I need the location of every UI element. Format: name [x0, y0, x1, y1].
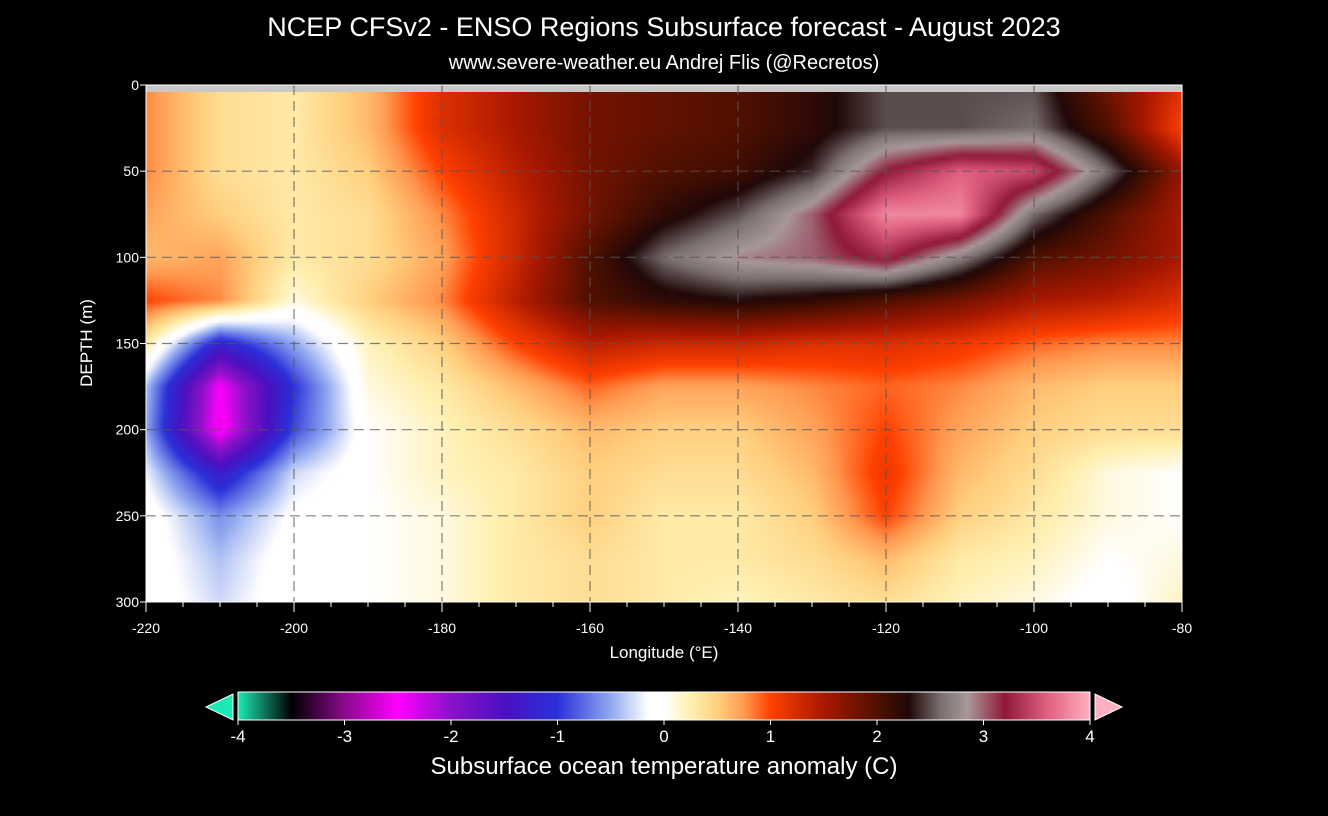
- y-tick-label: 250: [116, 508, 140, 524]
- y-tick-label: 100: [116, 249, 140, 265]
- x-tick-label: -180: [428, 620, 456, 636]
- colorbar-tick-label: -2: [443, 727, 458, 746]
- colorbar-tick-label: -4: [230, 727, 245, 746]
- colorbar-tick-label: 0: [659, 727, 668, 746]
- y-axis: 0 50 100 150 200 250 300: [116, 77, 146, 610]
- y-tick-label: 0: [131, 77, 139, 93]
- chart-title: NCEP CFSv2 - ENSO Regions Subsurface for…: [267, 12, 1061, 42]
- x-tick-label: -100: [1020, 620, 1048, 636]
- colorbar-extend-max-arrow: [1094, 693, 1124, 721]
- x-axis-label: Longitude (°E): [610, 643, 719, 662]
- chart-subtitle: www.severe-weather.eu Andrej Flis (@Recr…: [448, 52, 880, 74]
- x-tick-label: -200: [280, 620, 308, 636]
- colorbar-tick-label: 1: [766, 727, 775, 746]
- x-tick-label: -160: [576, 620, 604, 636]
- x-axis: -220 -200 -180 -160 -140 -120 -100 -80: [132, 602, 1192, 636]
- x-tick-label: -140: [724, 620, 752, 636]
- colorbar-tick-label: 2: [872, 727, 881, 746]
- grid-lines: [146, 85, 1182, 602]
- colorbar: -4 -3 -2 -1 0 1 2 3 4: [204, 691, 1124, 746]
- colorbar-tick-label: 3: [979, 727, 988, 746]
- y-tick-label: 300: [116, 594, 140, 610]
- colorbar-ramp: [237, 691, 1091, 721]
- colorbar-tick-label: 4: [1085, 727, 1094, 746]
- colorbar-ticks: -4 -3 -2 -1 0 1 2 3 4: [230, 720, 1095, 746]
- colorbar-tick-label: -1: [550, 727, 565, 746]
- colorbar-tick-label: -3: [337, 727, 352, 746]
- y-tick-label: 50: [123, 163, 139, 179]
- colorbar-label: Subsurface ocean temperature anomaly (C): [431, 753, 898, 780]
- y-tick-label: 150: [116, 336, 140, 352]
- x-tick-label: -120: [872, 620, 900, 636]
- colorbar-extend-min-arrow: [204, 693, 234, 721]
- surface-band: [146, 85, 1182, 92]
- plot-area: [145, 84, 1183, 603]
- y-axis-label: DEPTH (m): [77, 299, 96, 387]
- x-tick-label: -220: [132, 620, 160, 636]
- x-tick-label: -80: [1172, 620, 1192, 636]
- y-tick-label: 200: [116, 422, 140, 438]
